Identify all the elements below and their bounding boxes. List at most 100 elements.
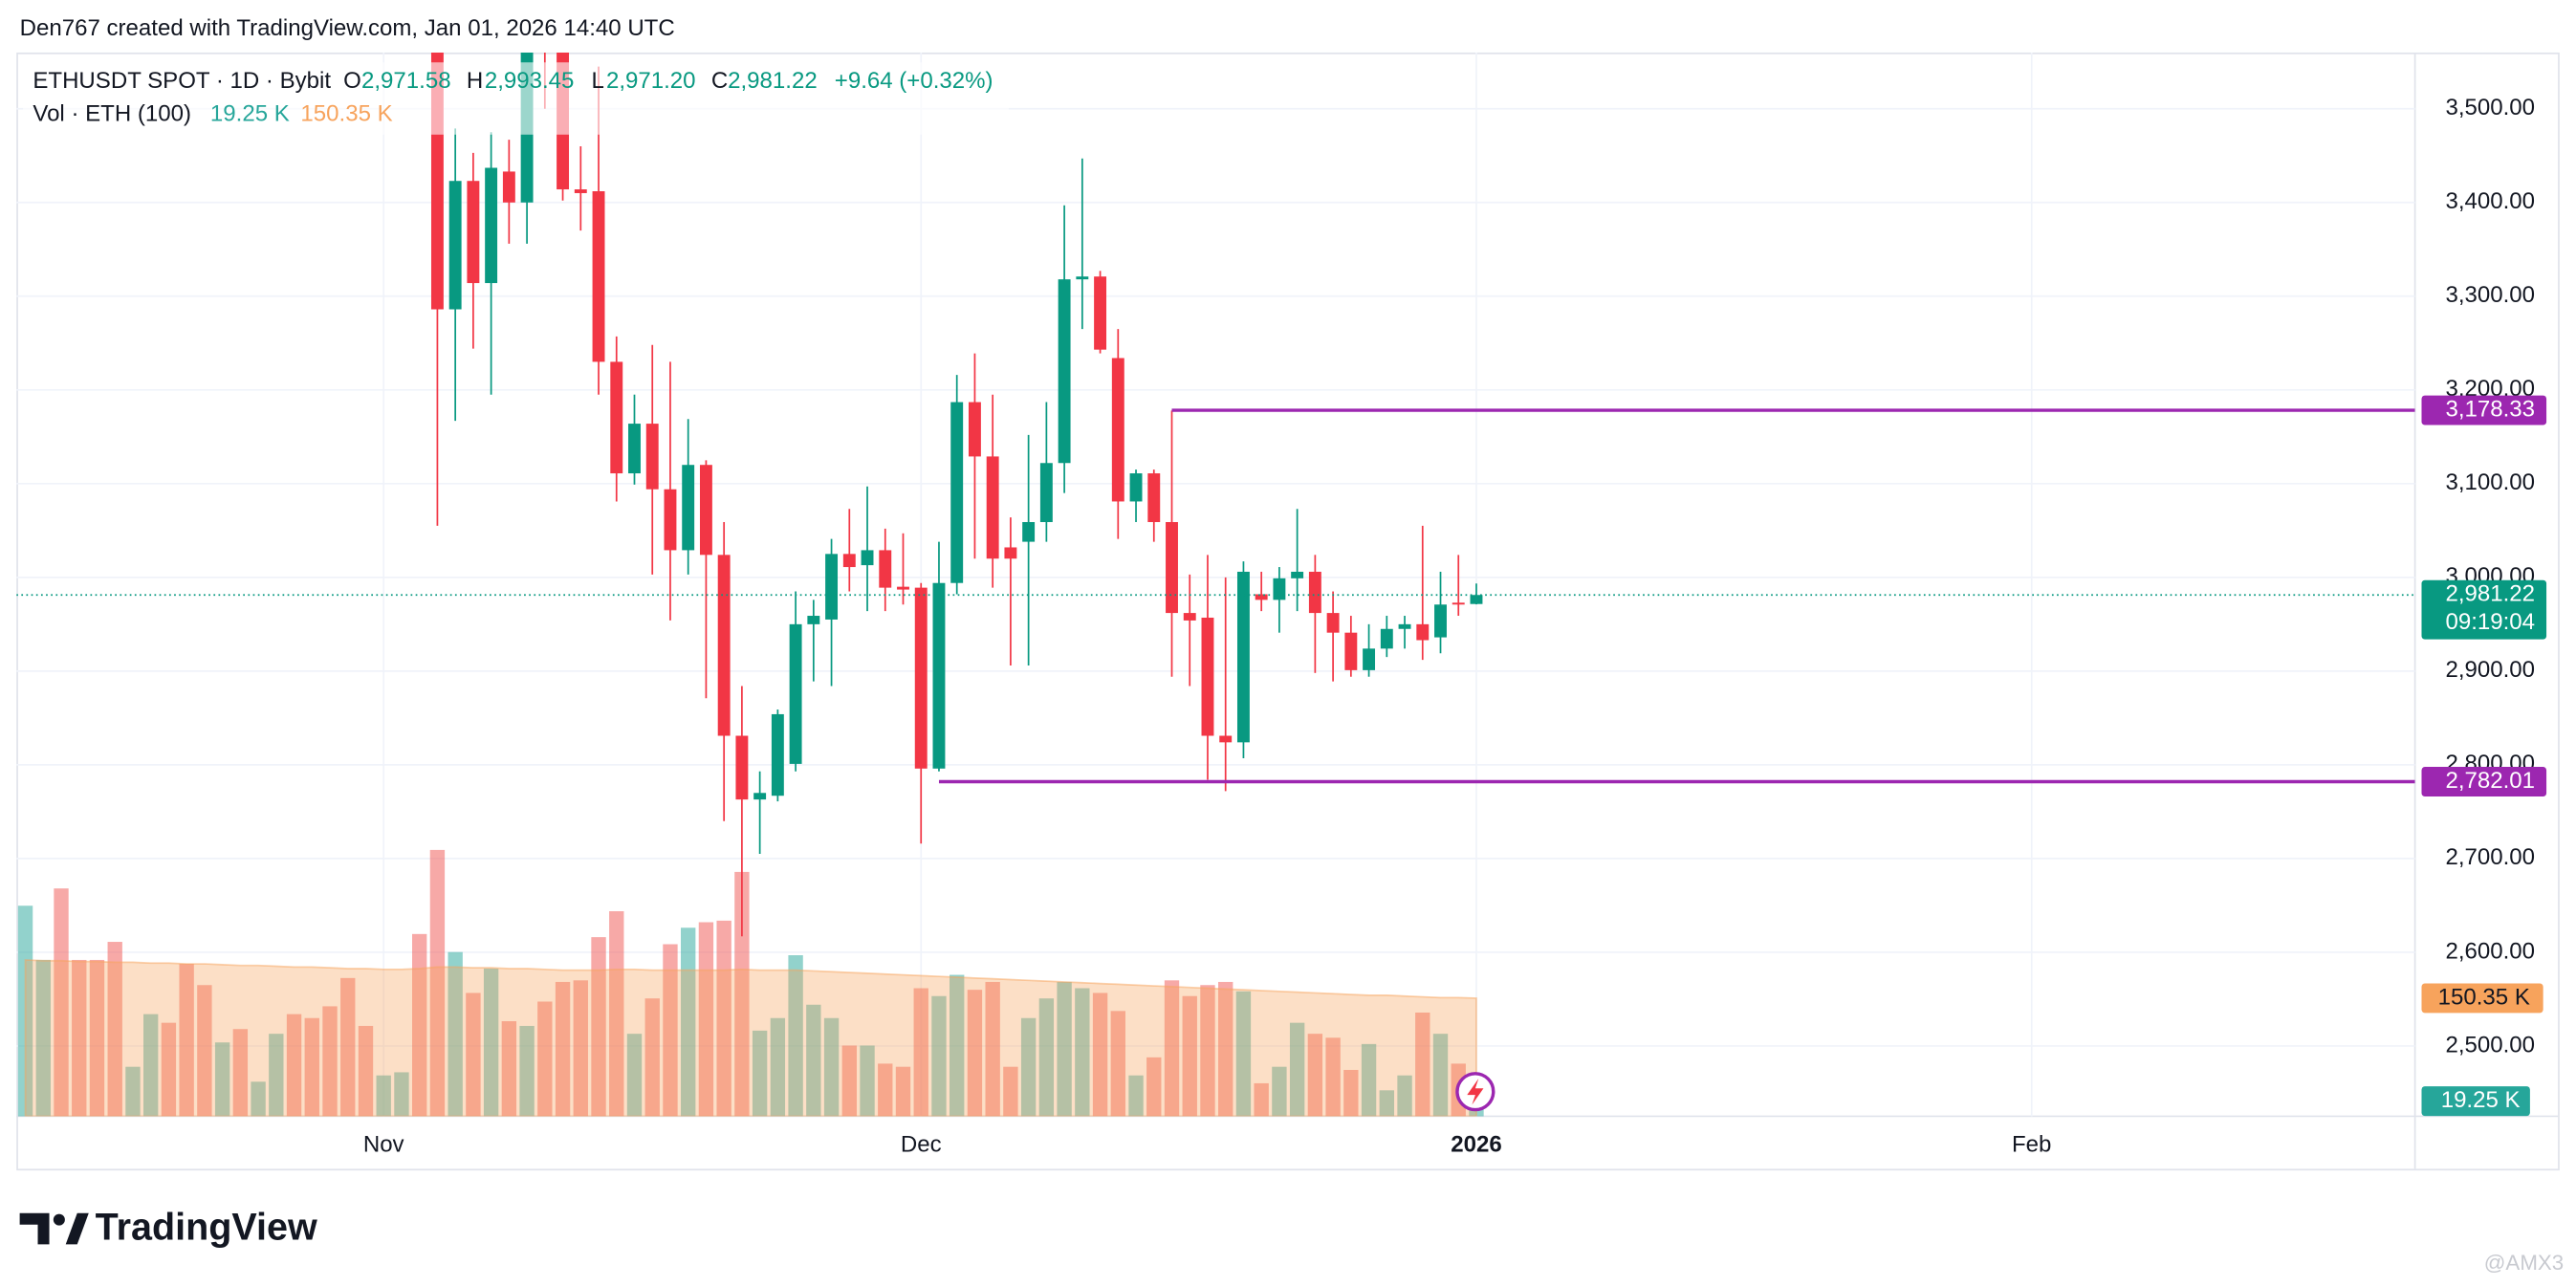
candle-body [735,735,749,800]
candle-body [1129,473,1143,502]
candle-body [699,465,712,556]
x-tick-label: Nov [363,1132,404,1158]
volume-bar [644,998,660,1117]
chart-frame [16,52,2560,1171]
volume-bar [412,933,427,1117]
volume-bar [860,1045,875,1117]
volume-bar [555,981,571,1117]
volume-bar [1432,1034,1449,1117]
volume-bar [358,1025,374,1117]
logo-part [53,1213,65,1226]
candle-body [1452,602,1465,605]
legend-l: 2,971.20 [606,68,696,94]
candle-body [986,456,999,559]
volume-bar [54,888,69,1117]
brand-name: TradingView [96,1206,317,1248]
candle-body [1039,463,1053,523]
candle-body [1004,547,1017,559]
volume-bar [1307,1034,1323,1117]
candle-body [1344,632,1358,670]
candle-body [1398,623,1411,629]
volume-bar [537,1001,553,1117]
volume-bar [841,1045,857,1117]
candle-body [1470,595,1483,604]
candle-body [914,587,928,769]
candle-body [1273,578,1286,600]
volume-bar [1092,993,1108,1117]
candle-body [789,623,802,764]
candle-body [842,554,856,568]
volume-bar [823,1017,840,1117]
volume-bar [1057,981,1072,1117]
volume-title: Vol · ETH (100) [33,101,191,127]
x-tick-label: Dec [901,1132,942,1158]
candle-body [467,181,480,284]
legend-h: 2,993.45 [485,68,575,94]
candle-body [717,555,731,736]
level-badge [2421,395,2547,425]
y-tick-label: 2,700.00 [2445,844,2535,870]
volume-bar [663,944,678,1117]
volume-bar [1038,998,1055,1117]
candle-body [448,181,462,310]
legend-c-label: C [711,68,728,94]
volume-bar [609,910,624,1117]
volume-bar [1379,1090,1394,1117]
candle-body [1416,623,1430,641]
y-tick-label: 3,300.00 [2445,282,2535,308]
volume-bar [878,1063,893,1117]
candle-body [1111,358,1124,502]
volume-bar [1020,1017,1037,1117]
volume-bar [501,1021,517,1117]
volume-bar [251,1081,266,1117]
candle-body [1219,735,1233,743]
volume-bar [143,1014,159,1117]
volume-bar [304,1017,319,1117]
candle-body [897,586,909,590]
last-price-badge [2421,579,2547,640]
symbol-title: ETHUSDT SPOT · 1D · Bybit [33,68,331,94]
volume-ma-area [24,959,1477,1117]
legend-background [23,62,1009,135]
candle-body [574,189,587,193]
candle-body [592,191,605,362]
volume-bar [1146,1057,1162,1117]
legend-l-label: L [592,68,604,94]
volume-ma-badge [2421,983,2543,1014]
level-badge [2421,767,2547,796]
volume-badge-label: 19.25 K [2441,1087,2521,1113]
volume-bar [1200,985,1215,1117]
brand: TradingView [19,1206,317,1248]
candle-body [1076,276,1089,280]
candle-body [1291,571,1304,578]
countdown-label: 09:19:04 [2445,609,2535,635]
volume-bar [626,1034,643,1117]
volume-bar [1272,1066,1287,1117]
x-tick-label: 2026 [1451,1132,1501,1158]
volume-bar [72,959,87,1117]
volume-bar [448,951,463,1117]
legend-h-label: H [467,68,483,94]
volume-bar [913,988,928,1117]
volume-bar [394,1072,409,1117]
volume-bar [931,995,947,1117]
candle-body [1094,276,1107,350]
candle-body [879,550,892,588]
candle-body [1147,473,1161,523]
volume-bar [286,1014,302,1117]
volume-bar [967,990,983,1117]
candle-body [1363,648,1376,670]
level-label: 2,782.01 [2445,768,2535,794]
candle-body [1255,594,1268,600]
legend-o: 2,971.58 [361,68,451,94]
volume-bar [269,1034,284,1117]
logo-part [19,1212,50,1245]
volume-badge [2421,1086,2530,1117]
candle-body [1326,613,1340,633]
candle-body [628,424,641,474]
watermark: @AMX3 [2484,1251,2564,1275]
volume-bar [1254,1082,1269,1117]
